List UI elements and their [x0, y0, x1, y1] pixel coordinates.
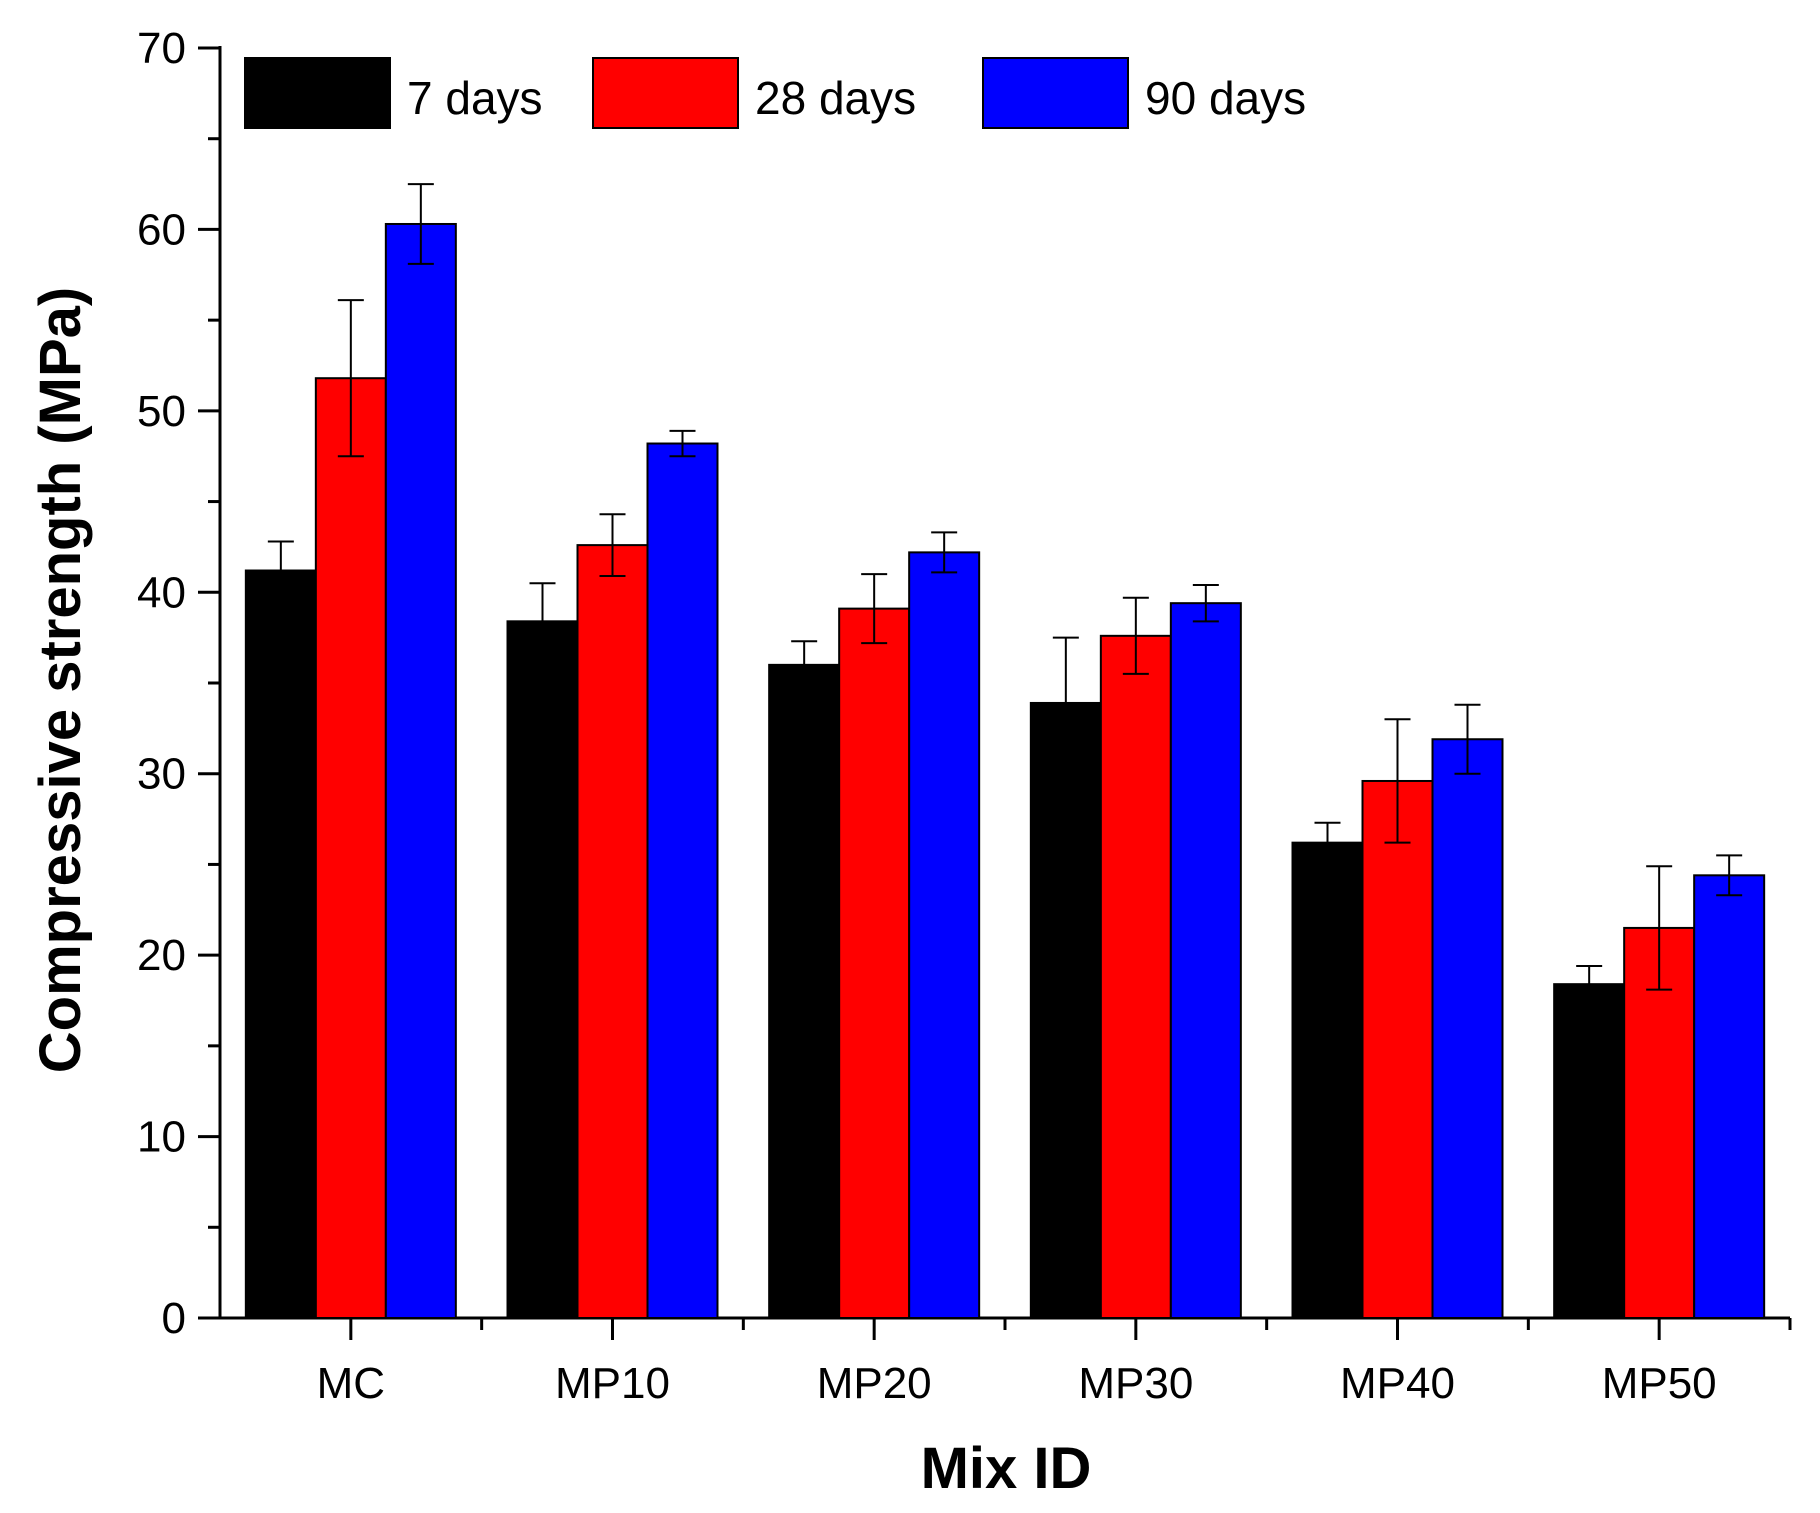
bar-90-days-MP50	[1693, 874, 1766, 1319]
y-tick-label: 20	[137, 931, 186, 980]
x-tick-label: MP40	[1340, 1359, 1455, 1408]
y-tick-label: 60	[137, 205, 186, 254]
legend-swatch-90-days	[982, 57, 1129, 129]
legend-label-90-days: 90 days	[1145, 72, 1306, 124]
tick-labels: 0 10 20 30 40 50 60 70 MC MP10 MP20 MP30 MP40 MP50	[137, 24, 1717, 1408]
axes	[198, 46, 1792, 1340]
bar-90-days-MP20	[908, 551, 981, 1319]
y-tick-label: 40	[137, 568, 186, 617]
legend-swatch-28-days	[592, 57, 739, 129]
bar-7-days-MP30	[1029, 701, 1102, 1319]
y-axis-title: Compressive strength (MPa)	[28, 287, 93, 1073]
bar-28-days-MP30	[1099, 634, 1172, 1319]
y-tick-label: 10	[137, 1113, 186, 1162]
bar-7-days-MP20	[768, 663, 841, 1319]
bar-90-days-MP40	[1431, 738, 1504, 1319]
bar-28-days-MP40	[1361, 779, 1434, 1319]
bar-90-days-MP30	[1169, 602, 1242, 1319]
bar-90-days-MC	[384, 222, 457, 1319]
x-tick-label: MP30	[1078, 1359, 1193, 1408]
error-bars	[267, 183, 1743, 1004]
legend-label-28-days: 28 days	[755, 72, 916, 124]
bar-90-days-MP10	[646, 442, 719, 1319]
x-tick-label: MP20	[817, 1359, 932, 1408]
bar-7-days-MP50	[1553, 983, 1626, 1320]
y-tick-label: 70	[137, 24, 186, 73]
y-tick-label: 30	[137, 750, 186, 799]
bar-7-days-MC	[244, 569, 317, 1319]
x-axis-title: Mix ID	[921, 1436, 1092, 1501]
x-tick-label: MC	[317, 1359, 385, 1408]
legend-swatch-7-days	[244, 57, 391, 129]
bar-28-days-MP10	[576, 544, 649, 1319]
bars	[244, 222, 1766, 1320]
bar-7-days-MP10	[506, 620, 579, 1319]
y-tick-label: 0	[162, 1294, 186, 1343]
bar-7-days-MP40	[1291, 841, 1364, 1320]
x-tick-label: MP10	[555, 1359, 670, 1408]
legend: 7 days 28 days 90 days	[244, 57, 1306, 129]
bar-28-days-MP20	[838, 607, 911, 1319]
legend-label-7-days: 7 days	[407, 72, 543, 124]
y-tick-label: 50	[137, 387, 186, 436]
bar-28-days-MC	[314, 377, 387, 1319]
x-tick-label: MP50	[1602, 1359, 1717, 1408]
